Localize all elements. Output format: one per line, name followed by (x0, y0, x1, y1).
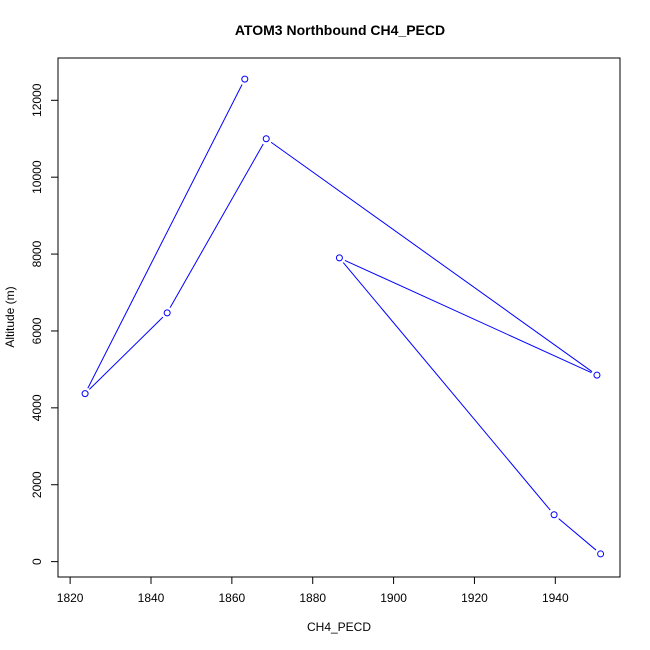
data-point (81, 390, 89, 398)
series-ch4-pecd (81, 75, 605, 558)
data-point (241, 75, 249, 83)
data-point (163, 309, 171, 317)
x-axis-label: CH4_PECD (307, 620, 371, 634)
series-segment (87, 84, 243, 389)
series-segment (270, 141, 593, 373)
series-segment (89, 316, 164, 390)
data-point (335, 254, 343, 262)
y-tick-label: 2000 (30, 471, 44, 498)
series-segment (342, 262, 551, 511)
x-tick-label: 1940 (542, 591, 569, 605)
x-tick-label: 1900 (380, 591, 407, 605)
y-tick-label: 6000 (30, 317, 44, 344)
data-point (262, 135, 270, 143)
x-tick-label: 1920 (461, 591, 488, 605)
y-tick-label: 4000 (30, 394, 44, 421)
x-tick-label: 1820 (57, 591, 84, 605)
y-tick-label: 0 (30, 558, 44, 565)
x-tick-label: 1840 (138, 591, 165, 605)
series-segment (344, 259, 592, 374)
data-point (597, 550, 605, 558)
y-axis-label: Altitude (m) (3, 286, 17, 347)
x-axis: 1820 1840 1860 1880 1900 1920 1940 (57, 576, 569, 605)
series-segment (558, 518, 597, 551)
x-tick-label: 1880 (299, 591, 326, 605)
series-segment (169, 143, 264, 308)
data-point (593, 371, 601, 379)
data-point (550, 511, 558, 519)
x-tick-label: 1860 (219, 591, 246, 605)
y-tick-label: 12000 (30, 83, 44, 117)
chart-title: ATOM3 Northbound CH4_PECD (235, 22, 445, 38)
y-tick-label: 8000 (30, 240, 44, 267)
y-tick-label: 10000 (30, 160, 44, 194)
y-axis: 0 2000 4000 6000 8000 10000 12000 (30, 83, 59, 565)
